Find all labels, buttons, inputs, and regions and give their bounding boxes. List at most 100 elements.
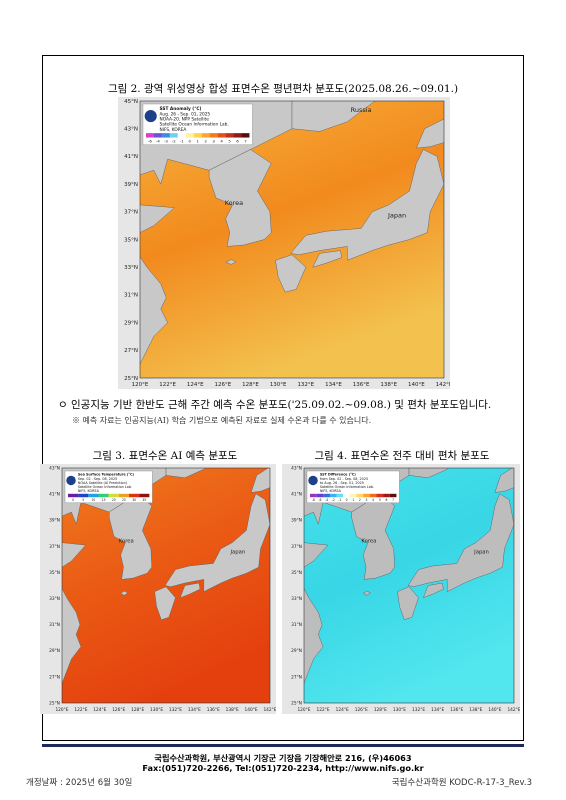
land [362, 590, 371, 596]
lon-label: 136°E [207, 707, 220, 713]
land [415, 118, 444, 149]
land [225, 259, 237, 265]
legend-text: NOAA Satellite (AI Prediction) [78, 481, 128, 485]
lon-label: 130°E [270, 382, 287, 388]
lat-label: 37°N [291, 544, 302, 550]
footer-rule [42, 744, 524, 747]
lon-label: 138°E [226, 707, 239, 713]
map-border [139, 100, 445, 379]
scale-label: -4 [156, 139, 160, 144]
scale-swatch [161, 133, 170, 138]
lat-label: 35°N [124, 237, 138, 243]
scale-swatch [376, 493, 384, 498]
scale-label: -1 [338, 498, 341, 502]
land [275, 254, 307, 293]
lon-label: 126°E [215, 382, 232, 388]
lat-label: 29°N [49, 648, 60, 654]
lat-label: 25°N [49, 700, 60, 706]
lon-label: 136°E [450, 707, 463, 713]
scale-swatch [336, 493, 344, 498]
lat-label: 25°N [291, 700, 302, 706]
lon-label: 126°E [112, 707, 125, 713]
legend-box [142, 103, 253, 145]
land [408, 468, 449, 479]
scale-label: -4 [325, 498, 328, 502]
lat-label: 33°N [291, 596, 302, 602]
scale-swatch [310, 493, 317, 498]
legend-text: NOAA-20, NPP Satellite [160, 117, 210, 123]
lon-label: 120°E [297, 707, 310, 713]
lon-label: 134°E [188, 707, 201, 713]
map-area [140, 101, 444, 378]
lon-label: 132°E [412, 707, 425, 713]
scale-swatch [389, 493, 397, 498]
lon-label: 134°E [325, 382, 342, 388]
lon-label: 132°E [169, 707, 182, 713]
lat-label: 33°N [49, 596, 60, 602]
lat-label: 29°N [124, 320, 138, 326]
bullet-text: ㅇ 인공지능 기반 한반도 근해 주간 예측 수온 분포도('25.09.02.… [58, 399, 492, 411]
page-frame [42, 55, 524, 741]
lon-label: 124°E [336, 707, 349, 713]
lon-label: 140°E [488, 707, 501, 713]
land [422, 582, 444, 599]
scale-swatch [118, 493, 130, 498]
place-label: Japan [387, 211, 406, 219]
scale-swatch [343, 493, 350, 498]
scale-swatch [88, 493, 99, 498]
lon-label: 130°E [393, 707, 406, 713]
scale-swatch [146, 133, 154, 138]
scale-swatch [363, 493, 370, 498]
figure-caption: 그림 4. 표면수온 전주 대비 편차 분포도 [314, 450, 490, 462]
scale-label: 10 [92, 498, 96, 502]
lat-label: 31°N [49, 622, 60, 628]
scale-label: 5 [228, 139, 231, 144]
lat-label: 41°N [49, 492, 60, 498]
lon-label: 124°E [187, 382, 204, 388]
lon-label: 130°E [150, 707, 163, 713]
scale-swatch [209, 133, 218, 138]
legend-text: NIFS, KOREA [320, 489, 342, 493]
lat-label: 41°N [291, 492, 302, 498]
scale-label: -8 [312, 498, 315, 502]
map-border [61, 467, 271, 704]
scale-label: 5 [82, 498, 84, 502]
footer-contact: Fax:(051)720-2266, Tel:(051)720-2234, ht… [142, 763, 424, 773]
lat-label: 43°N [124, 127, 138, 133]
scale-label: 2 [359, 498, 361, 502]
land [164, 493, 270, 593]
logo [66, 475, 76, 486]
lon-label: 142°E [507, 707, 520, 713]
land [290, 149, 444, 261]
scale-label: -6 [148, 139, 152, 144]
scale-swatch [153, 133, 162, 138]
lon-label: 122°E [159, 382, 176, 388]
legend-box [306, 470, 400, 504]
scale-swatch [369, 493, 377, 498]
scale-swatch [139, 493, 150, 498]
lon-label: 128°E [374, 707, 387, 713]
scale-label: 2 [204, 139, 207, 144]
land [494, 468, 514, 493]
legend-text: Sep. 02 - Sep. 08, 2025 [78, 477, 117, 481]
place-label: Korea [361, 539, 376, 545]
place-label: Korea [225, 199, 243, 207]
land [351, 493, 395, 580]
scale-swatch [185, 133, 194, 138]
lat-label: 25°N [124, 376, 138, 382]
legend-text: Satellite Ocean Information Lab. [320, 485, 374, 489]
scale-label: 0 [72, 498, 74, 502]
legend-text: from Sep. 02 - Sep. 08, 2025 [320, 477, 368, 481]
logo [144, 110, 157, 123]
figure-caption: 그림 2. 광역 위성영상 합성 표면수온 평년편차 분포도(2025.08.2… [107, 83, 459, 95]
figure-caption: 그림 3. 표면수온 AI 예측 분포도 [92, 450, 238, 462]
scale-label: 5 [379, 498, 381, 502]
scale-swatch [329, 493, 337, 498]
scale-label: 0 [346, 498, 348, 502]
lon-label: 142°E [436, 382, 450, 388]
document-id: 국립수산과학원 KODC-R-17-3_Rev.3 [391, 778, 532, 788]
lon-label: 126°E [355, 707, 368, 713]
legend-text: NIFS, KOREA [78, 489, 100, 493]
scale-swatch [356, 493, 364, 498]
lon-label: 134°E [431, 707, 444, 713]
